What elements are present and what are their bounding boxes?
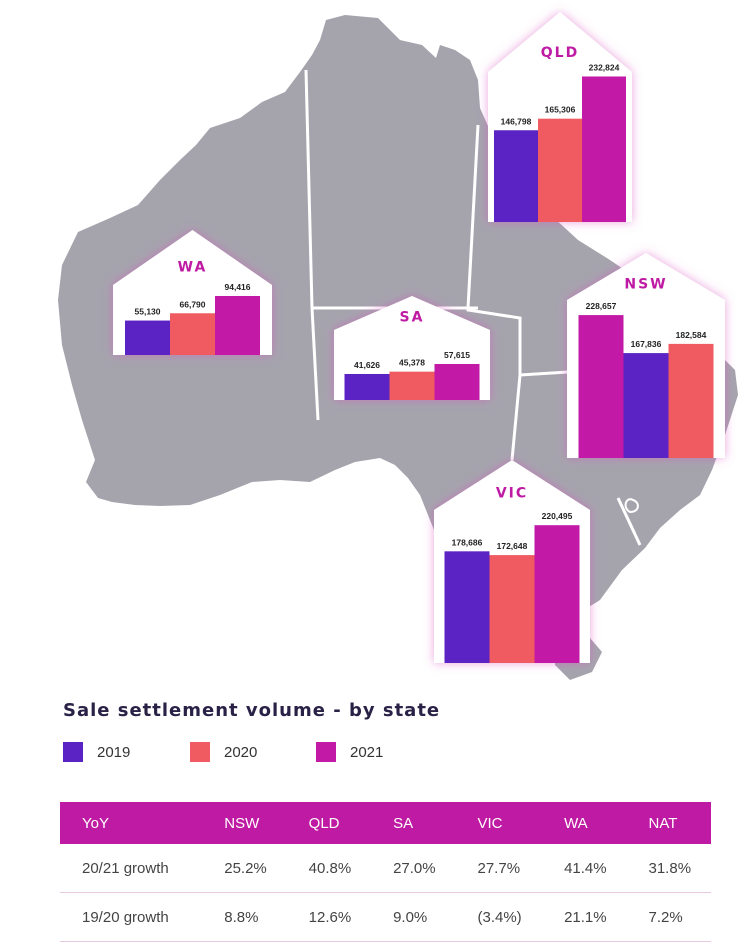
col-header-yoy: YoY bbox=[82, 814, 109, 832]
data-label-wa-2020: 66,790 bbox=[180, 299, 206, 309]
bar-nsw-2019 bbox=[623, 353, 669, 458]
bar-qld-2020 bbox=[538, 118, 582, 222]
bar-qld-2021 bbox=[582, 76, 626, 222]
australia-map-chart: QLD 146,798 165,306 232,824 WA 55,130 66,790 94… bbox=[58, 12, 738, 680]
bar-vic-2020 bbox=[489, 555, 535, 663]
bar-wa-2020 bbox=[170, 313, 215, 355]
house-chart-vic: VIC 178,686 172,648 220,495 bbox=[434, 460, 590, 663]
data-label-wa-2019: 55,130 bbox=[135, 307, 161, 317]
col-header-qld: QLD bbox=[308, 814, 340, 832]
legend-item-2019: 2019 bbox=[63, 742, 130, 762]
row-label: 19/20 growth bbox=[60, 892, 203, 942]
table-cell: 27.0% bbox=[371, 844, 456, 893]
legend-swatch-2019 bbox=[63, 742, 83, 762]
col-header-nsw: NSW bbox=[224, 814, 260, 832]
data-label-sa-2019: 41,626 bbox=[354, 360, 380, 370]
yoy-growth-table: YoY NSW QLD SA VIC WA NAT 20/21 growth 2… bbox=[60, 802, 711, 942]
table-cell: 40.8% bbox=[286, 844, 372, 893]
data-label-nsw-2021: 228,657 bbox=[586, 301, 617, 311]
col-header-sa: SA bbox=[393, 814, 414, 832]
bar-nsw-2020 bbox=[668, 343, 714, 458]
data-label-qld-2019: 146,798 bbox=[501, 116, 532, 126]
bar-nsw-2021 bbox=[578, 315, 624, 458]
col-header-nat: NAT bbox=[648, 814, 678, 832]
legend-item-2021: 2021 bbox=[316, 742, 383, 762]
legend: 2019 2020 2021 bbox=[0, 742, 746, 768]
legend-label-2019: 2019 bbox=[97, 743, 131, 761]
data-label-sa-2020: 45,378 bbox=[399, 358, 425, 368]
legend-swatch-2021 bbox=[316, 742, 336, 762]
state-label-qld: QLD bbox=[541, 45, 579, 61]
bar-vic-2019 bbox=[444, 551, 490, 663]
chart-title: Sale settlement volume - by state bbox=[63, 700, 441, 721]
house-chart-qld: QLD 146,798 165,306 232,824 bbox=[488, 12, 632, 222]
table-header-row: YoY NSW QLD SA VIC WA NAT bbox=[60, 802, 711, 844]
legend-swatch-2020 bbox=[190, 742, 210, 762]
table-cell: 27.7% bbox=[455, 844, 543, 893]
data-label-nsw-2019: 167,836 bbox=[631, 339, 662, 349]
state-label-vic: VIC bbox=[496, 486, 528, 502]
data-label-vic-2021: 220,495 bbox=[542, 511, 573, 521]
house-chart-nsw: NSW 228,657 167,836 182,584 bbox=[567, 253, 725, 458]
legend-item-2020: 2020 bbox=[190, 742, 257, 762]
state-house-charts: QLD 146,798 165,306 232,824 WA 55,130 66,790 94… bbox=[113, 12, 725, 663]
data-label-nsw-2020: 182,584 bbox=[676, 330, 707, 340]
bar-wa-2021 bbox=[215, 295, 260, 355]
table-cell: 21.1% bbox=[542, 892, 627, 942]
bar-wa-2019 bbox=[125, 320, 170, 355]
data-label-qld-2020: 165,306 bbox=[545, 105, 576, 115]
house-chart-wa: WA 55,130 66,790 94,416 bbox=[113, 230, 272, 355]
table-row: 19/20 growth 8.8% 12.6% 9.0% (3.4%) 21.1… bbox=[60, 892, 711, 942]
state-label-sa: SA bbox=[400, 310, 425, 326]
table-row: 20/21 growth 25.2% 40.8% 27.0% 27.7% 41.… bbox=[60, 844, 711, 893]
data-label-wa-2021: 94,416 bbox=[225, 282, 251, 292]
bar-vic-2021 bbox=[534, 525, 580, 663]
bar-sa-2019 bbox=[344, 373, 390, 400]
house-chart-sa: SA 41,626 45,378 57,615 bbox=[334, 296, 490, 400]
table-cell: 8.8% bbox=[202, 892, 287, 942]
table-cell: 25.2% bbox=[202, 844, 287, 893]
row-label: 20/21 growth bbox=[60, 844, 203, 893]
data-label-qld-2021: 232,824 bbox=[589, 62, 620, 72]
bar-sa-2021 bbox=[434, 363, 480, 400]
state-label-nsw: NSW bbox=[624, 276, 667, 292]
col-header-vic: VIC bbox=[477, 814, 503, 832]
table-cell: 12.6% bbox=[286, 892, 372, 942]
bar-qld-2019 bbox=[494, 130, 538, 222]
legend-label-2021: 2021 bbox=[350, 743, 384, 761]
table-cell: 9.0% bbox=[371, 892, 456, 942]
table-cell: 41.4% bbox=[542, 844, 627, 893]
legend-label-2020: 2020 bbox=[224, 743, 258, 761]
data-label-sa-2021: 57,615 bbox=[444, 350, 470, 360]
bar-sa-2020 bbox=[389, 371, 435, 400]
table-cell: (3.4%) bbox=[455, 892, 543, 942]
col-header-wa: WA bbox=[564, 814, 588, 832]
table-cell: 7.2% bbox=[626, 892, 711, 942]
state-label-wa: WA bbox=[178, 259, 208, 275]
data-label-vic-2020: 172,648 bbox=[497, 541, 528, 551]
table-cell: 31.8% bbox=[626, 844, 711, 893]
data-label-vic-2019: 178,686 bbox=[452, 537, 483, 547]
